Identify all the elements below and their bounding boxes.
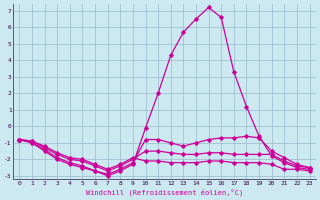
X-axis label: Windchill (Refroidissement éolien,°C): Windchill (Refroidissement éolien,°C)	[86, 188, 243, 196]
